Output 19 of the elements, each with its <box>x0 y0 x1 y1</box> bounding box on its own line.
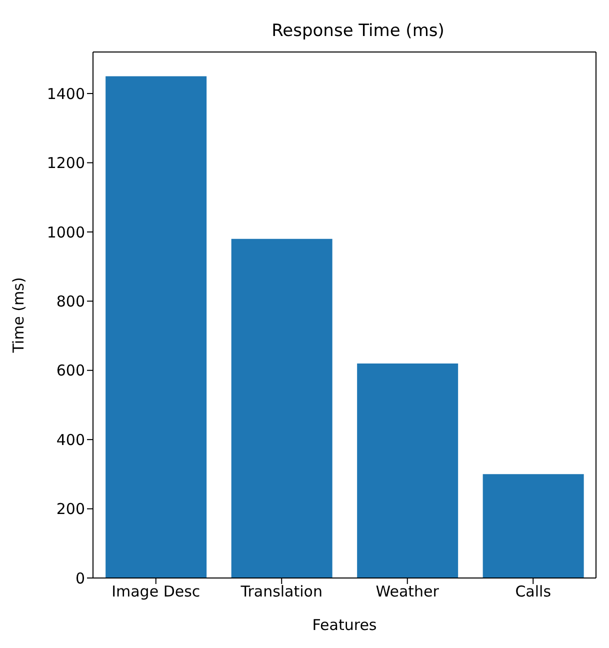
x-axis-title: Features <box>312 616 377 634</box>
x-tick-label: Translation <box>240 582 322 601</box>
bar <box>357 363 458 578</box>
y-tick-label: 1200 <box>46 154 85 172</box>
y-tick-label: 200 <box>56 500 85 518</box>
y-tick-label: 800 <box>56 292 85 310</box>
x-tick-label: Image Desc <box>112 582 200 601</box>
bar <box>482 474 584 578</box>
bar <box>106 76 207 578</box>
y-tick-label: 1000 <box>46 223 85 242</box>
y-tick-label: 400 <box>56 430 85 449</box>
y-tick-label: 0 <box>75 569 85 588</box>
x-tick-label: Calls <box>515 582 552 601</box>
y-tick-label: 1400 <box>46 84 85 103</box>
y-tick-label: 600 <box>56 362 85 380</box>
bar <box>231 238 332 578</box>
chart-title: Response Time (ms) <box>272 21 444 41</box>
y-axis-title: Time (ms) <box>9 277 28 354</box>
x-tick-label: Weather <box>376 582 440 601</box>
